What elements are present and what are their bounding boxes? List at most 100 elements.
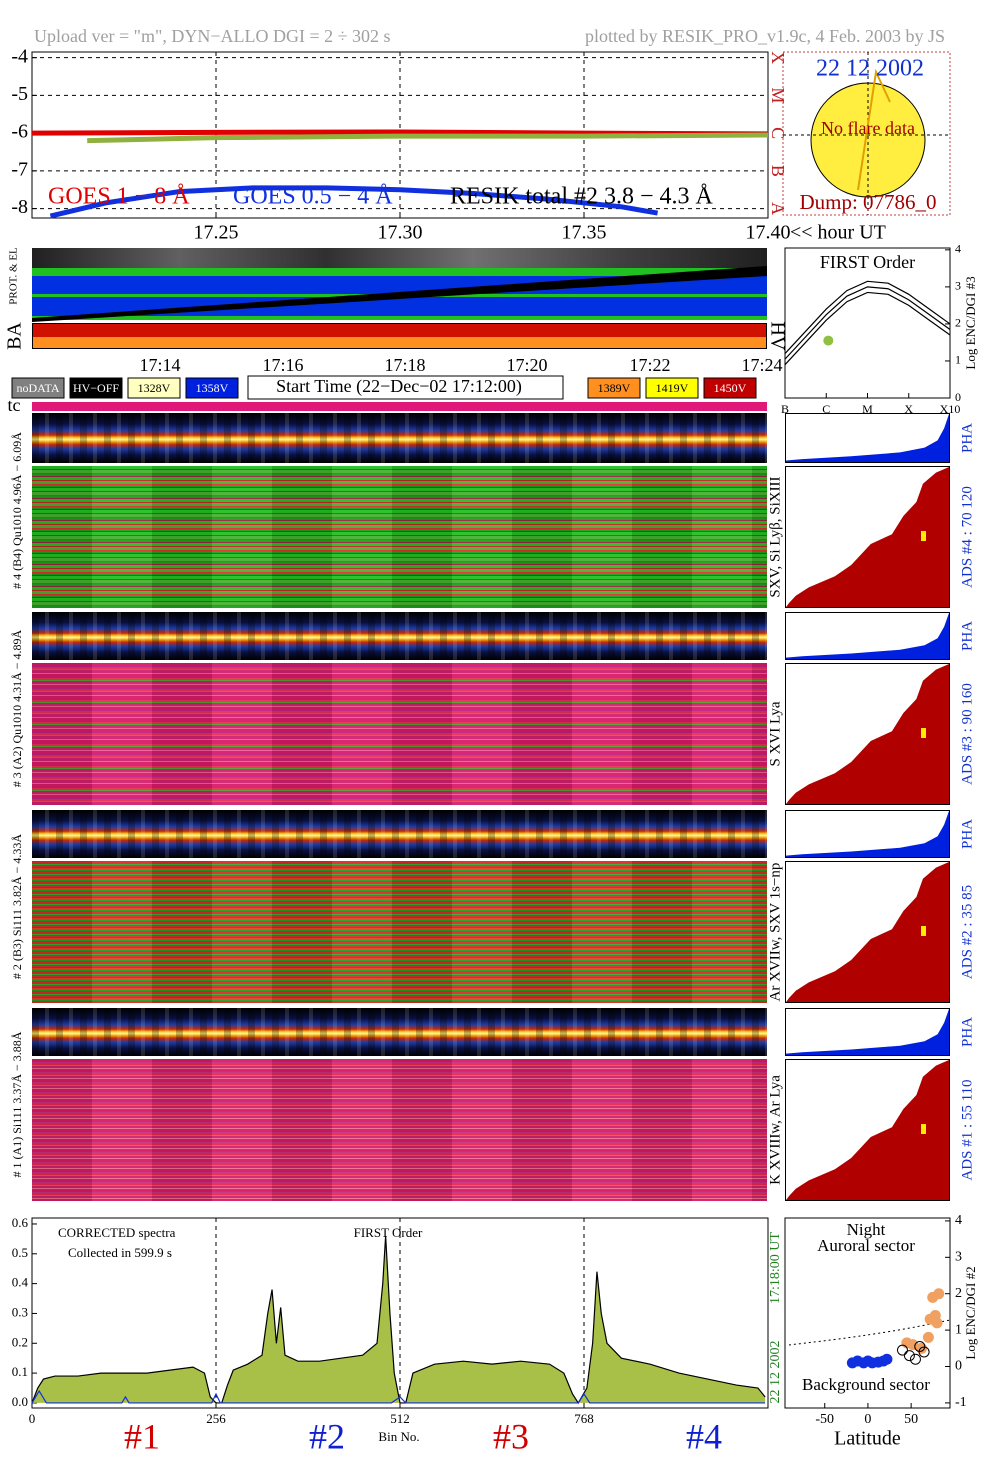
tc-label: tc: [8, 395, 21, 415]
annotation: FIRST Order: [354, 1225, 423, 1240]
plot: -4 -5 -6 -7 -8 A B C M X 17.25 17.30 17.35 17.40 GOES …: [11, 45, 886, 243]
x-tick-label: 768: [574, 1411, 594, 1426]
sun-track: [857, 68, 891, 191]
line: [784, 280, 951, 354]
ads-marker: [921, 1123, 926, 1134]
x-tick-label: X10: [940, 402, 961, 416]
x-axis-label: << hour UT: [790, 222, 886, 244]
point: [903, 1350, 915, 1362]
x-tick-label: 17.25: [194, 222, 239, 244]
y2-tick-label: M: [768, 87, 788, 103]
y-tick-label: 3: [955, 279, 961, 293]
point: [823, 335, 834, 346]
legend-swatch: [587, 377, 641, 399]
x-tick-label: M: [862, 402, 873, 416]
sun-status: No flare data: [821, 118, 915, 138]
y-tick-label: 2: [955, 1286, 962, 1301]
plot: 0.0 0.1 0.2 0.3 0.4 0.5 0.6 0 256 512 768 Bin No. CO…: [12, 1215, 783, 1456]
line: [87, 132, 769, 144]
y-tick-label: 0.3: [12, 1304, 28, 1319]
ads-panel: [785, 1059, 950, 1201]
spectrum-heatmap: [32, 1059, 767, 1201]
ads-label: ADS #2 : 35 85: [959, 885, 975, 979]
y-tick-label: -8: [11, 196, 28, 218]
legend-label: noDATA: [16, 381, 59, 395]
area: [32, 1235, 766, 1403]
y-tick-label: 0.1: [12, 1364, 28, 1379]
hv-label: HV: [766, 322, 788, 351]
sun-frame: [782, 51, 951, 216]
y-tick-label: 0: [955, 1359, 962, 1374]
legend-label: RESIK total #2 3.8 − 4.3 Å: [450, 184, 714, 210]
y-axis-label: Log ENC/DGI #2: [963, 1266, 978, 1359]
header-left: Upload ver = "m", DYN−ALLO DGI = 2 ÷ 302…: [34, 26, 390, 46]
x-tick-label: -50: [815, 1412, 834, 1427]
legend-swatch: [69, 377, 123, 399]
pha-label: PHA: [959, 621, 975, 651]
status-label: PROT. & EL: [8, 247, 20, 305]
pha-heatmap: [32, 612, 767, 660]
detector-label: # 4 (B4) Qu1010 4.96Å − 6.09Å: [10, 432, 24, 589]
x-tick-label: 17.40: [746, 222, 791, 244]
y-tick-label: 3: [955, 1250, 962, 1265]
sun-date: 22 12 2002: [816, 56, 924, 82]
ads-label: ADS #4 : 70 120: [959, 486, 975, 588]
section-label: #3: [493, 1416, 529, 1456]
spectrum-heatmap: [32, 663, 767, 805]
legend-label: GOES 1 − 8 Å: [48, 184, 190, 210]
pha-label: PHA: [959, 819, 975, 849]
ads-label: ADS #3 : 90 160: [959, 683, 975, 785]
y-tick-label: 0: [955, 390, 961, 404]
x-tick-label: 0: [29, 1411, 36, 1426]
y2-tick-label: C: [768, 127, 788, 139]
time-label: 17:14: [139, 355, 180, 375]
detector-label: # 3 (A2) Qu1010 4.31Å − 4.89Å: [10, 629, 24, 787]
y-tick-label: 4: [955, 242, 961, 256]
annotation: Collected in 599.9 s: [68, 1245, 172, 1260]
section-label: #1: [124, 1416, 160, 1456]
y-tick-label: 0.4: [12, 1275, 29, 1290]
y-tick-label: 1: [955, 353, 961, 367]
pha-panel: [785, 612, 950, 660]
point: [931, 1317, 943, 1329]
annotation: CORRECTED spectra: [58, 1225, 176, 1240]
lines-label: SXV, Si Lyβ, SiXIII: [767, 476, 783, 597]
time-label: 17:18: [384, 355, 425, 375]
sun-dump: Dump: 07786_0: [799, 190, 936, 214]
time-label: 17:24: [741, 355, 782, 375]
pha-heatmap: [32, 810, 767, 858]
pha-panel: [785, 413, 950, 463]
spectrum-heatmap: [32, 861, 767, 1003]
point: [918, 1346, 930, 1358]
y-axis-label: Log ENC/DGI #3: [963, 276, 978, 369]
detector-label: # 2 (B3) Si111 3.82Å − 4.33Å: [10, 834, 24, 980]
legend-swatch: [703, 377, 757, 399]
legend-swatch: [645, 377, 699, 399]
x-tick-label: 17.35: [562, 222, 607, 244]
time-label: 17:20: [506, 355, 547, 375]
status-wedge: [32, 266, 767, 322]
legend-label: 1358V: [196, 381, 229, 395]
x-axis-label: Latitude: [834, 1428, 901, 1450]
x-tick-label: 17.30: [378, 222, 423, 244]
hv-bars: [32, 323, 767, 349]
date-label: 22 12 2002: [768, 1341, 783, 1404]
time-label: 17:18:00 UT: [768, 1232, 783, 1304]
ads-panel: [785, 663, 950, 805]
time-label: 17:22: [629, 355, 670, 375]
point: [914, 1340, 926, 1352]
ads-panel: [785, 466, 950, 608]
y-tick-label: -5: [11, 83, 28, 105]
y-tick-label: 4: [955, 1213, 962, 1228]
pha-heatmap: [32, 413, 767, 463]
legend-label: HV−OFF: [73, 381, 119, 395]
line: [49, 185, 659, 219]
x-tick-label: C: [822, 402, 830, 416]
lines-label: K XVIIIw, Ar Lya: [767, 1075, 783, 1185]
point: [922, 1331, 934, 1343]
x-tick-label: 0: [864, 1412, 871, 1427]
point: [909, 1353, 921, 1365]
line: [31, 1389, 766, 1404]
